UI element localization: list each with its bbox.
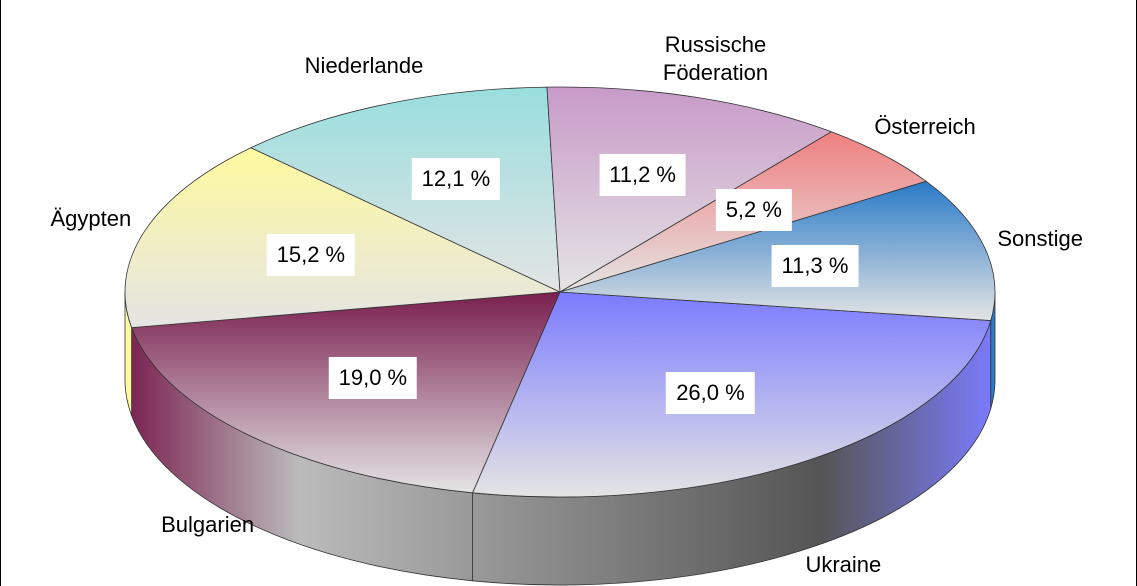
category-label: Ägypten [50,205,132,231]
category-label: Sonstige [997,226,1083,252]
value-label: 5,2 % [715,188,792,231]
slice [546,86,833,293]
category-label: Bulgarien [161,511,255,537]
value-label: 15,2 % [266,234,356,277]
value-label: 19,0 % [328,356,418,399]
value-label: 12,1 % [411,158,501,201]
category-label: Ukraine [805,551,882,577]
value-label: 11,3 % [771,244,859,287]
category-label: Österreich [874,114,976,140]
value-label: 26,0 % [666,371,755,414]
value-label: 11,2 % [599,154,686,197]
slice [249,86,561,293]
category-label: Niederlande [304,53,424,79]
category-label: Russische Föderation [662,31,769,85]
